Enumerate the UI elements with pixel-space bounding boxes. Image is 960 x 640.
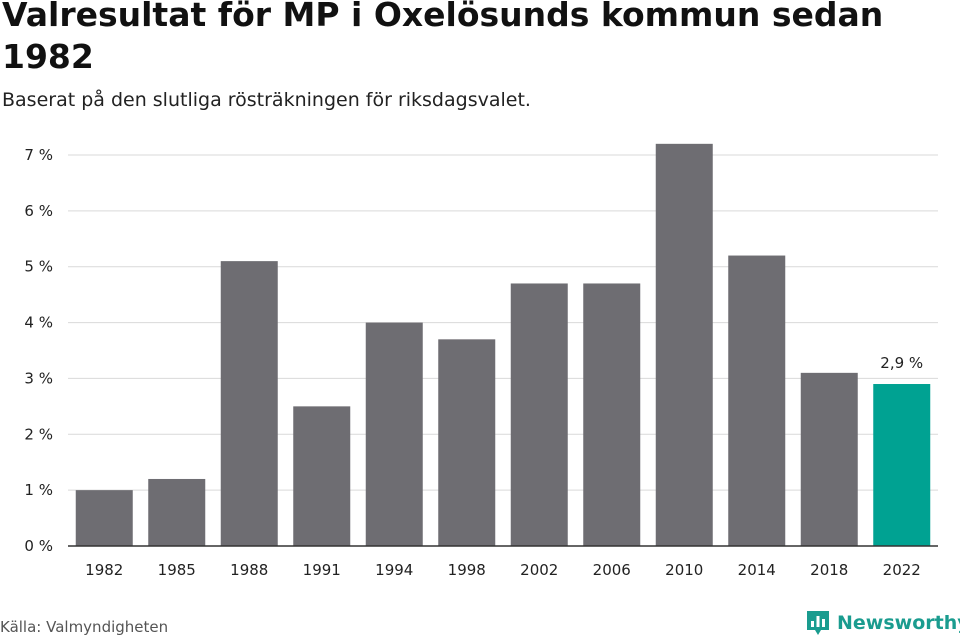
- bar-2010: [655, 143, 713, 547]
- x-tick-label: 1991: [303, 561, 341, 579]
- y-tick-label: 1 %: [24, 481, 53, 499]
- bar-2002: [510, 283, 568, 546]
- brand-logo: Newsworthy: [805, 609, 960, 637]
- y-tick-label: 2 %: [24, 425, 53, 443]
- bar-2014: [728, 255, 786, 547]
- bar-2022: [873, 384, 931, 546]
- x-axis: 1982 1985 1988 1991 1994 1998 2002 2006 2010 2014…: [68, 545, 938, 579]
- x-tick-label: 1994: [375, 561, 413, 579]
- y-tick-label: 4 %: [24, 314, 53, 332]
- source-note: Källa: Valmyndigheten: [0, 618, 169, 636]
- x-tick-label: 2006: [593, 561, 631, 579]
- bar-1994: [365, 322, 423, 546]
- data-label-2022: 2,9 %: [880, 354, 923, 372]
- bar-chart: 0 % 1 % 2 % 3 % 4 % 5 % 6 % 7 % 1982 1985 1988 199…: [24, 143, 938, 579]
- grid-lines: [68, 154, 938, 491]
- bar-1998: [438, 339, 496, 546]
- newsworthy-logo-icon: [807, 611, 829, 635]
- y-tick-label: 5 %: [24, 258, 53, 276]
- bar-1982: [75, 490, 133, 546]
- data-labels: 2,9 %: [880, 354, 923, 372]
- x-tick-label: 2010: [665, 561, 703, 579]
- bar-2006: [583, 283, 641, 546]
- y-tick-label: 3 %: [24, 369, 53, 387]
- bar-1991: [293, 406, 351, 546]
- x-tick-label: 1982: [85, 561, 123, 579]
- x-tick-label: 2002: [520, 561, 558, 579]
- bars: [75, 143, 931, 547]
- bar-1988: [220, 261, 278, 546]
- bar-1985: [148, 478, 206, 546]
- brand-name: Newsworthy: [837, 612, 960, 634]
- y-axis: 0 % 1 % 2 % 3 % 4 % 5 % 6 % 7 %: [24, 146, 53, 555]
- x-tick-label: 1985: [158, 561, 196, 579]
- bar-2018: [800, 372, 858, 546]
- x-tick-label: 1988: [230, 561, 268, 579]
- chart-subtitle: Baserat på den slutliga rösträkningen fö…: [2, 89, 531, 111]
- chart-title: Valresultat för MP i Oxelösunds kommun s…: [2, 0, 884, 76]
- y-tick-label: 7 %: [24, 146, 53, 164]
- x-tick-label: 1998: [448, 561, 486, 579]
- x-tick-label: 2018: [810, 561, 848, 579]
- y-tick-label: 6 %: [24, 202, 53, 220]
- y-tick-label: 0 %: [24, 537, 53, 555]
- x-tick-label: 2014: [738, 561, 776, 579]
- x-tick-label: 2022: [883, 561, 921, 579]
